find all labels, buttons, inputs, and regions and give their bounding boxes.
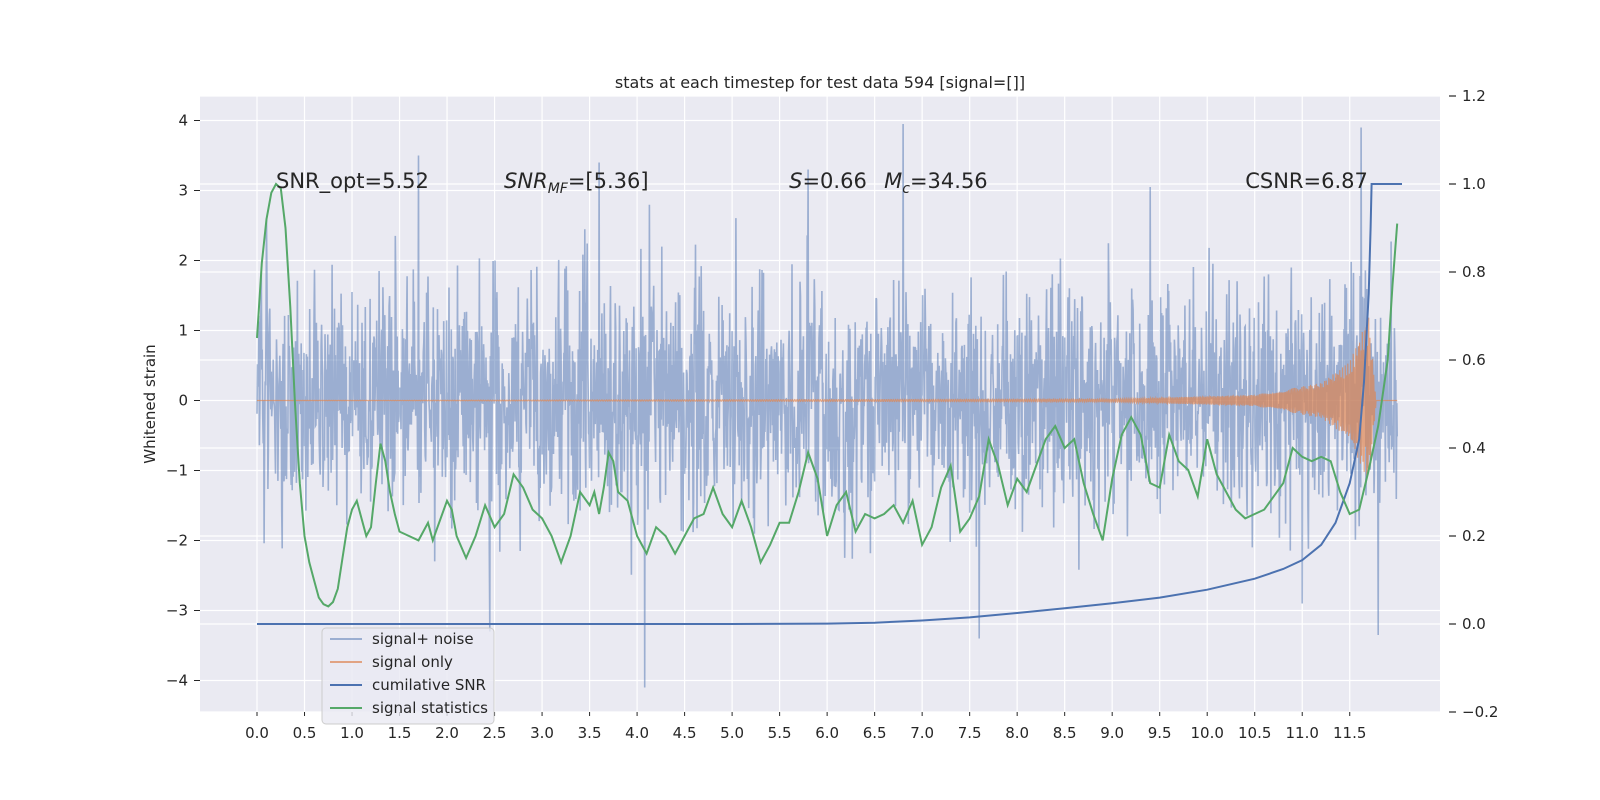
- y2-tick-label: 0.8: [1462, 263, 1486, 281]
- cumulative-snr-series: [257, 183, 1402, 625]
- y-tick-label: 0: [178, 392, 188, 410]
- x-tick-label: 7.5: [958, 724, 982, 742]
- x-tick-label: 11.0: [1286, 724, 1319, 742]
- annotation-text: SNR_opt=5.52: [276, 169, 429, 194]
- signal-noise-line: [256, 123, 1398, 688]
- x-tick-label: 8.0: [1005, 724, 1029, 742]
- signal-noise-series: [256, 123, 1398, 688]
- x-tick-label: 0.0: [245, 724, 269, 742]
- legend-box: [321, 627, 495, 725]
- y2-tick-label: 1.2: [1462, 87, 1486, 105]
- x-tick-label: 6.0: [815, 724, 839, 742]
- x-tick-label: 0.5: [293, 724, 317, 742]
- x-tick-label: 11.5: [1333, 724, 1366, 742]
- y2-tick-label: 0.4: [1462, 439, 1486, 457]
- y-tick-label: 2: [178, 252, 188, 270]
- y-tick-label: −4: [166, 672, 188, 690]
- legend-label: signal only: [372, 653, 453, 671]
- x-tick-label: 5.5: [768, 724, 792, 742]
- y-tick-label: 1: [178, 322, 188, 340]
- y2-tick-label: 0.6: [1462, 351, 1486, 369]
- annotations: SNR_opt=5.52 SNRMF=[5.36] S=0.66 Mc=34.56 CS…: [276, 169, 1368, 197]
- legend-label: signal statistics: [372, 699, 488, 717]
- y-axis-label: Whitened strain: [141, 344, 159, 463]
- legend-label: cumilative SNR: [372, 676, 486, 694]
- y2-tick-label: −0.2: [1462, 703, 1498, 721]
- annotation-text: S=0.66: [789, 169, 867, 193]
- x-tick-label: 3.5: [578, 724, 602, 742]
- x-tick-label: 2.5: [483, 724, 507, 742]
- x-tick-label: 1.5: [388, 724, 412, 742]
- x-tick-label: 4.0: [625, 724, 649, 742]
- x-tick-label: 9.5: [1148, 724, 1172, 742]
- x-tick-label: 10.0: [1191, 724, 1224, 742]
- signal-only-line: [257, 317, 1398, 478]
- annotation-text: SNRMF=[5.36]: [504, 169, 649, 197]
- y2-tick-label: 0.0: [1462, 615, 1486, 633]
- annotation-text: Mc=34.56: [884, 169, 988, 197]
- cumulative-snr-line: [257, 183, 1402, 625]
- x-tick-label: 7.0: [910, 724, 934, 742]
- x-tick-label: 6.5: [863, 724, 887, 742]
- x-tick-label: 10.5: [1238, 724, 1271, 742]
- x-tick-label: 3.0: [530, 724, 554, 742]
- y2-tick-label: 0.2: [1462, 527, 1486, 545]
- y-tick-label: 3: [178, 182, 188, 200]
- y-tick-label: −3: [166, 602, 188, 620]
- signal-statistics-series: [256, 182, 1399, 608]
- y-tick-label: −2: [166, 532, 188, 550]
- x-tick-label: 2.0: [435, 724, 459, 742]
- axis-ticks: 0.0 0.5 1.0 1.5 2.0 2.5 3.0 3.5 4.0 4.5 5.0 5.5 6.0 6…: [166, 87, 1499, 742]
- x-tick-label: 4.5: [673, 724, 697, 742]
- chart-title: stats at each timestep for test data 594…: [615, 73, 1025, 92]
- signal-statistics-line: [256, 182, 1399, 608]
- y2-tick-label: 1.0: [1462, 175, 1486, 193]
- signal-only-series: [257, 317, 1398, 478]
- y-tick-label: −1: [166, 462, 188, 480]
- annotation-text: CSNR=6.87: [1245, 169, 1368, 193]
- legend: signal+ noise signal only cumilative SNR si…: [321, 627, 495, 725]
- y-tick-label: 4: [178, 112, 188, 130]
- x-tick-label: 8.5: [1053, 724, 1077, 742]
- x-tick-label: 9.0: [1100, 724, 1124, 742]
- x-tick-label: 5.0: [720, 724, 744, 742]
- legend-label: signal+ noise: [372, 630, 474, 648]
- x-tick-label: 1.0: [340, 724, 364, 742]
